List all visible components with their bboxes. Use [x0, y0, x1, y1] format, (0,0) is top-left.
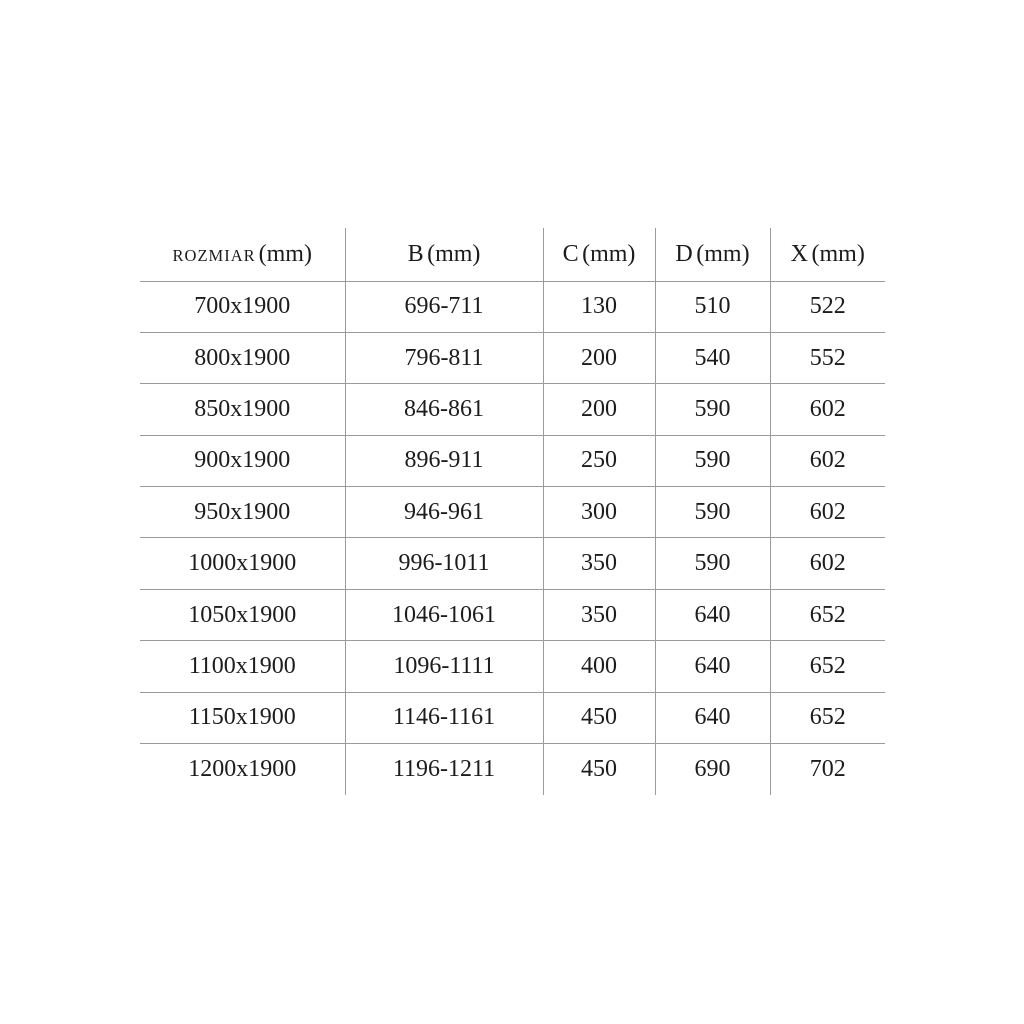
cell-c: 300: [543, 486, 656, 539]
column-header-c: C (mm): [543, 228, 656, 282]
cell-x: 602: [770, 383, 885, 436]
cell-d: 690: [655, 743, 771, 795]
cell-c: 130: [543, 281, 656, 333]
cell-x: 652: [770, 589, 885, 642]
cell-rozmiar: 700x1900: [140, 281, 346, 333]
cell-b: 696-711: [345, 281, 544, 333]
cell-c: 200: [543, 332, 656, 385]
column-header-unit: (mm): [582, 240, 636, 267]
cell-b: 1096-1111: [345, 640, 544, 693]
cell-x: 702: [809, 755, 846, 782]
table-row: 1150x1900 1146-1161 450 640 652: [140, 692, 885, 745]
cell-x: 602: [770, 435, 885, 488]
cell-rozmiar: 1050x1900: [140, 589, 346, 642]
column-header-d: D (mm): [655, 228, 771, 282]
cell-d: 510: [655, 281, 771, 333]
cell-d: 540: [655, 332, 771, 385]
cell-d: 640: [655, 640, 771, 693]
cell-d: 590: [655, 486, 771, 539]
cell-b: 1196-1211: [345, 743, 544, 795]
cell-c: 250: [543, 435, 656, 488]
column-header-unit: (mm): [811, 240, 865, 267]
cell-rozmiar: 1200x1900: [140, 743, 346, 795]
cell-c: 450: [543, 692, 656, 745]
column-header-label: B: [407, 240, 425, 267]
cell-b: 1146-1161: [345, 692, 544, 745]
cell-rozmiar: 1000x1900: [140, 537, 346, 590]
cell-b: 1046-1061: [345, 589, 544, 642]
column-header-rozmiar: ROZMIAR (mm): [140, 228, 346, 282]
column-header-label: D: [675, 240, 694, 267]
cell-d: 590: [655, 537, 771, 590]
cell-c: 400: [543, 640, 656, 693]
cell-d: 640: [655, 692, 771, 745]
cell-x: 602: [770, 537, 885, 590]
cell-x: 522: [770, 281, 885, 333]
cell-x: 652: [770, 692, 885, 745]
table-row: 850x1900 846-861 200 590 602: [140, 383, 885, 436]
cell-b: 946-961: [345, 486, 544, 539]
cell-rozmiar: 900x1900: [140, 435, 346, 488]
cell-b: 896-911: [345, 435, 544, 488]
cell-x: 552: [770, 332, 885, 385]
cell-rozmiar: 1150x1900: [140, 692, 346, 745]
table-body: 700x1900 696-711 130 510 522 800x1900 79…: [140, 281, 885, 795]
cell-rozmiar: 800x1900: [140, 332, 346, 385]
table-row: 700x1900 696-711 130 510 522: [140, 281, 885, 333]
table-row: 1000x1900 996-1011 350 590 602: [140, 537, 885, 590]
table-row: 800x1900 796-811 200 540 552: [140, 332, 885, 385]
cell-c: 350: [543, 589, 656, 642]
table-row: 950x1900 946-961 300 590 602: [140, 486, 885, 539]
column-header-x: X (mm): [770, 228, 885, 282]
cell-b: 996-1011: [345, 537, 544, 590]
table-header-row: ROZMIAR (mm) B (mm) C (mm) D (mm) X (mm): [140, 228, 885, 282]
cell-rozmiar: 1100x1900: [140, 640, 346, 693]
dimension-table: ROZMIAR (mm) B (mm) C (mm) D (mm) X (mm) 700x…: [140, 228, 885, 795]
cell-d: 590: [655, 383, 771, 436]
column-header-label: X: [790, 240, 809, 267]
table-row: 1100x1900 1096-1111 400 640 652: [140, 640, 885, 693]
cell-b: 846-861: [345, 383, 544, 436]
table-row: 1200x1900 1196-1211 450 690 702: [140, 743, 885, 795]
cell-c: 450: [543, 743, 656, 795]
cell-d: 590: [655, 435, 771, 488]
cell-rozmiar: 850x1900: [140, 383, 346, 436]
cell-c: 350: [543, 537, 656, 590]
cell-rozmiar: 950x1900: [140, 486, 346, 539]
column-header-b: B (mm): [345, 228, 544, 282]
column-header-unit: (mm): [427, 240, 481, 267]
column-header-unit: (mm): [258, 240, 312, 267]
cell-d: 640: [655, 589, 771, 642]
table-row: 1050x1900 1046-1061 350 640 652: [140, 589, 885, 642]
cell-x: 602: [770, 486, 885, 539]
cell-c: 200: [543, 383, 656, 436]
column-header-unit: (mm): [696, 240, 750, 267]
cell-x: 652: [770, 640, 885, 693]
cell-b: 796-811: [345, 332, 544, 385]
column-header-label: ROZMIAR: [172, 245, 256, 265]
table-row: 900x1900 896-911 250 590 602: [140, 435, 885, 488]
column-header-label: C: [562, 240, 580, 267]
dimension-table-container: ROZMIAR (mm) B (mm) C (mm) D (mm) X (mm) 700x…: [140, 228, 885, 795]
